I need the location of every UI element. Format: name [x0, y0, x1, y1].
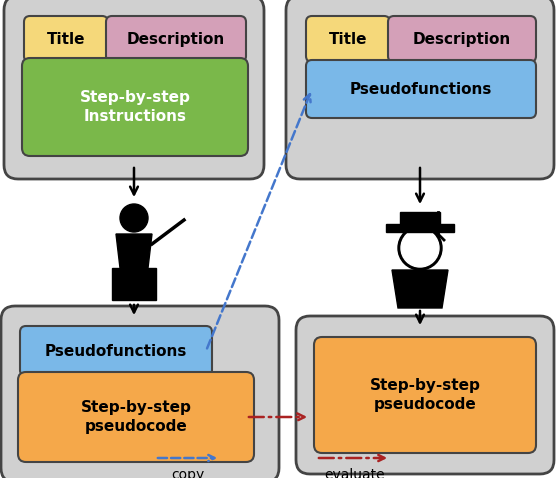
Text: Pseudofunctions: Pseudofunctions — [45, 344, 187, 358]
FancyBboxPatch shape — [306, 60, 536, 118]
FancyBboxPatch shape — [306, 16, 390, 62]
FancyBboxPatch shape — [1, 306, 279, 478]
Text: Step-by-step
Instructions: Step-by-step Instructions — [80, 89, 191, 124]
Text: copy: copy — [171, 468, 205, 478]
Text: evaluate: evaluate — [325, 468, 385, 478]
Text: Description: Description — [127, 32, 225, 46]
Circle shape — [120, 204, 148, 232]
Text: Step-by-step
pseudocode: Step-by-step pseudocode — [81, 400, 191, 435]
Circle shape — [401, 229, 439, 267]
Polygon shape — [386, 224, 454, 232]
Text: Step-by-step
pseudocode: Step-by-step pseudocode — [370, 378, 480, 413]
FancyBboxPatch shape — [388, 16, 536, 62]
Text: Pseudofunctions: Pseudofunctions — [350, 82, 492, 97]
Polygon shape — [400, 212, 440, 226]
FancyBboxPatch shape — [4, 0, 264, 179]
FancyBboxPatch shape — [22, 58, 248, 156]
FancyBboxPatch shape — [106, 16, 246, 62]
Polygon shape — [392, 270, 448, 308]
FancyBboxPatch shape — [296, 316, 554, 474]
Text: Title: Title — [329, 32, 368, 46]
Text: Title: Title — [47, 32, 85, 46]
Text: Description: Description — [413, 32, 511, 46]
FancyBboxPatch shape — [18, 372, 254, 462]
Polygon shape — [112, 268, 156, 300]
FancyBboxPatch shape — [314, 337, 536, 453]
Polygon shape — [116, 234, 152, 268]
FancyBboxPatch shape — [286, 0, 554, 179]
FancyBboxPatch shape — [20, 326, 212, 376]
Circle shape — [398, 226, 442, 270]
FancyBboxPatch shape — [24, 16, 108, 62]
